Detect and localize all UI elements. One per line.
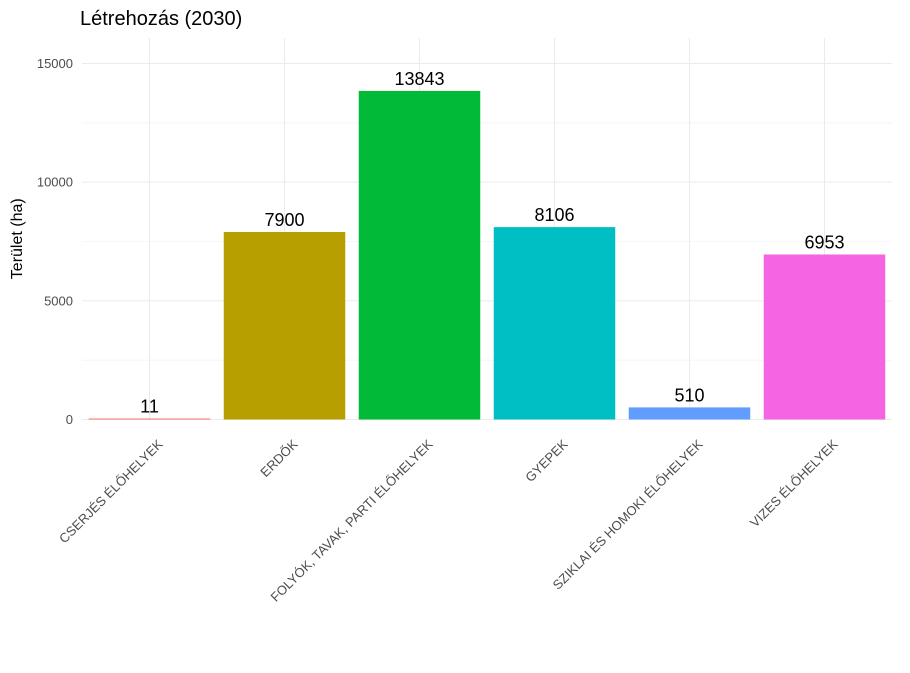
y-axis-label: Terület (ha) xyxy=(9,198,26,279)
bar xyxy=(358,90,481,420)
y-tick-label: 5000 xyxy=(44,293,73,308)
data-label: 8106 xyxy=(534,205,574,225)
data-label: 6953 xyxy=(804,232,844,252)
y-tick-label: 15000 xyxy=(37,56,73,71)
y-tick-label: 10000 xyxy=(37,175,73,190)
bar xyxy=(493,227,616,420)
y-axis: 0 5000 10000 15000 xyxy=(37,56,73,427)
data-label: 7900 xyxy=(264,210,304,230)
bar xyxy=(88,418,211,420)
bar xyxy=(628,407,751,420)
x-tick-label: VIZES ÉLŐHELYEK xyxy=(747,436,841,530)
data-labels: 11 7900 13843 8106 510 6953 xyxy=(140,69,844,417)
bars xyxy=(88,90,886,420)
x-tick-label: ERDŐK xyxy=(257,436,301,480)
chart-title: Létrehozás (2030) xyxy=(80,8,243,30)
data-label: 11 xyxy=(140,397,159,417)
x-tick-label: GYEPEK xyxy=(522,436,571,485)
data-label: 13843 xyxy=(394,69,444,89)
bar xyxy=(763,254,886,420)
data-label: 510 xyxy=(674,385,704,405)
x-tick-label: SZIKLAI ÉS HOMOKI ÉLŐHELYEK xyxy=(550,436,706,592)
bar xyxy=(223,232,346,420)
x-tick-label: FOLYÓK, TAVAK, PARTI ÉLŐHELYEK xyxy=(267,436,435,604)
y-tick-label: 0 xyxy=(66,412,73,427)
x-tick-label: CSERJÉS ÉLŐHELYEK xyxy=(56,436,166,546)
